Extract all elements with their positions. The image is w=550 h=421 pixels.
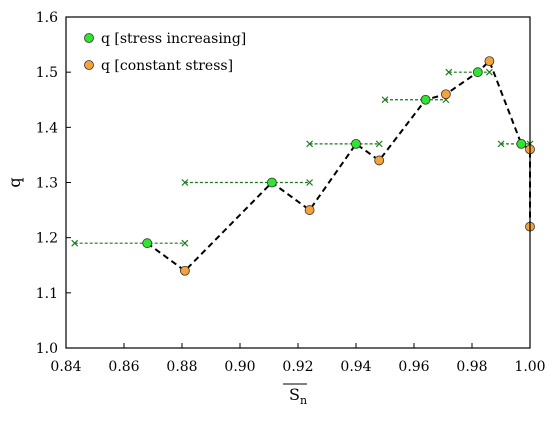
x-tick-label: 0.84: [50, 359, 81, 375]
x-tick-label: 0.98: [456, 359, 487, 375]
trend-path-line: [146, 59, 531, 273]
range-end-marker: [497, 140, 505, 148]
point-stress-increasing: [266, 177, 277, 188]
point-stress-increasing: [142, 238, 153, 249]
y-tick-label: 1.4: [36, 120, 58, 136]
x-axis-label: Sn: [283, 383, 307, 407]
range-end-marker: [306, 179, 314, 186]
x-tick-label: 0.92: [282, 359, 313, 375]
range-end-marker: [71, 239, 79, 247]
point-stress-increasing: [472, 67, 483, 78]
range-end-marker: [306, 140, 314, 148]
point-stress-increasing: [420, 94, 431, 105]
x-axis-label-main: S: [289, 385, 300, 404]
range-end-marker: [181, 239, 189, 247]
range-end-marker: [381, 96, 389, 104]
trend-path: [146, 59, 531, 273]
point-stress-increasing: [516, 138, 527, 149]
range-end-marker: [445, 68, 453, 76]
point-constant-stress: [484, 56, 495, 67]
y-tick-label: 1.3: [36, 176, 58, 192]
y-tick-label: 1.1: [36, 286, 58, 302]
point-constant-stress: [179, 265, 190, 276]
legend-label-constant-stress: q [constant stress]: [101, 58, 233, 74]
x-tick-label: 0.86: [108, 359, 139, 375]
point-constant-stress: [374, 155, 385, 166]
point-constant-stress: [304, 205, 315, 215]
x-tick-label: 0.94: [340, 359, 371, 375]
y-tick-label: 1.5: [36, 65, 58, 81]
y-axis-ticks: 1.0 1.1 1.2 1.3 1.4 1.5 1.6: [36, 10, 71, 357]
legend: q [stress increasing] q [constant stress…: [84, 31, 246, 74]
x-axis-ticks: 0.84 0.86 0.88 0.90 0.92 0.94 0.96 0.98 1.00: [50, 343, 546, 375]
point-stress-increasing: [351, 138, 361, 149]
x-axis-label-subscript: n: [300, 394, 307, 407]
range-end-marker: [375, 140, 383, 148]
legend-label-stress-increasing: q [stress increasing]: [101, 31, 246, 47]
range-end-marker: [181, 179, 189, 186]
y-tick-label: 1.6: [36, 10, 58, 26]
x-tick-label: 0.96: [398, 359, 429, 375]
x-tick-label: 0.90: [224, 359, 255, 375]
x-tick-label: 0.88: [166, 359, 197, 375]
y-axis-label: q: [5, 177, 24, 187]
data-points: [142, 56, 535, 276]
x-tick-label: 1.00: [514, 359, 545, 375]
legend-marker-stress-increasing: [84, 33, 94, 43]
range-bars: [71, 68, 534, 247]
svg-text:Sn: Sn: [289, 385, 307, 407]
point-constant-stress: [440, 89, 451, 100]
range-end-marker: [485, 68, 493, 76]
y-tick-label: 1.0: [36, 341, 58, 357]
y-tick-label: 1.2: [36, 231, 58, 247]
legend-marker-constant-stress: [84, 60, 94, 70]
